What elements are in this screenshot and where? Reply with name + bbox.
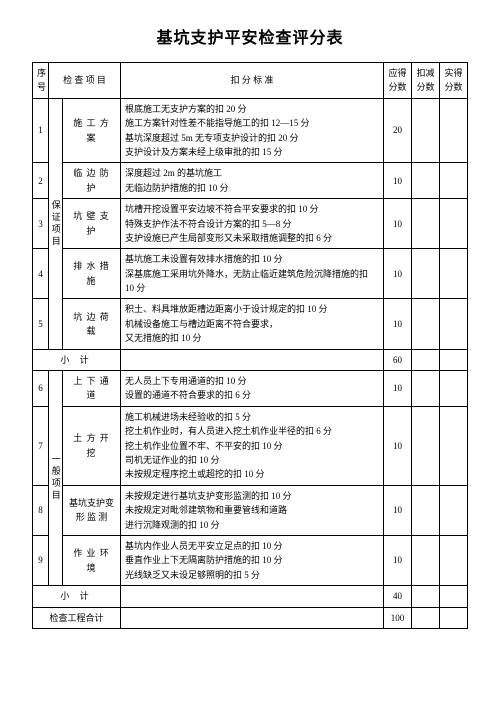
total-row: 检查工程合计 100 (33, 607, 468, 628)
actual-cell (440, 98, 468, 163)
item-cell: 上 下 通 道 (63, 371, 121, 407)
score-cell: 20 (384, 98, 412, 163)
seq-cell: 2 (33, 163, 49, 199)
score-cell: 10 (384, 371, 412, 407)
item-cell: 临 边 防 护 (63, 163, 121, 199)
header-row: 序号 检 查 项 目 扣 分 标 准 应得分数 扣减分数 实得分数 (33, 63, 468, 99)
subtotal-score: 60 (384, 349, 412, 370)
vcat-general: 一般项目 (49, 371, 63, 586)
score-cell: 10 (384, 535, 412, 585)
score-cell: 10 (384, 485, 412, 535)
total-label: 检查工程合计 (33, 607, 121, 628)
score-cell: 10 (384, 199, 412, 249)
hdr-seq: 序号 (33, 63, 49, 99)
seq-cell: 1 (33, 98, 49, 163)
vcat-guarantee: 保证项目 (49, 98, 63, 349)
table-row: 3 坑 壁 支 护 坑槽开挖设置平安边坡不符合平安要求的扣 10 分 特殊支护作… (33, 199, 468, 249)
score-cell: 10 (384, 249, 412, 299)
seq-cell: 7 (33, 406, 49, 485)
table-row: 6 一般项目 上 下 通 道 无人员上下专用通道的扣 10 分 设置的通道不符合… (33, 371, 468, 407)
hdr-standard: 扣 分 标 准 (121, 63, 384, 99)
std-cell: 深度超过 2m 的基坑施工 无临边防护措施的扣 10 分 (121, 163, 384, 199)
total-score: 100 (384, 607, 412, 628)
subtotal-label: 小 计 (33, 586, 121, 607)
page-title: 基坑支护平安检查评分表 (32, 24, 468, 48)
std-cell: 积土、料具堆放距槽边距离小于设计规定的扣 10 分 机械设备施工与槽边距离不符合… (121, 299, 384, 349)
item-cell: 坑 壁 支 护 (63, 199, 121, 249)
seq-cell: 6 (33, 371, 49, 407)
table-row: 2 临 边 防 护 深度超过 2m 的基坑施工 无临边防护措施的扣 10 分 1… (33, 163, 468, 199)
std-cell: 基坑施工未设置有效排水措施的扣 10 分 深基底施工采用坑外降水，无防止临近建筑… (121, 249, 384, 299)
table-row: 8 基坑支护变形 监 测 未按规定进行基坑支护变形监测的扣 10 分 未按规定对… (33, 485, 468, 535)
deduct-cell (412, 98, 440, 163)
std-cell: 未按规定进行基坑支护变形监测的扣 10 分 未按规定对毗邻建筑物和重要管线和道路… (121, 485, 384, 535)
item-cell: 基坑支护变形 监 测 (63, 485, 121, 535)
item-cell: 作 业 环 境 (63, 535, 121, 585)
seq-cell: 9 (33, 535, 49, 585)
table-row: 5 坑 边 荷 载 积土、料具堆放距槽边距离小于设计规定的扣 10 分 机械设备… (33, 299, 468, 349)
table-row: 1 保证项目 施 工 方 案 根底施工无支护方案的扣 20 分 施工方案针对性差… (33, 98, 468, 163)
item-cell: 坑 边 荷 载 (63, 299, 121, 349)
table-row: 4 排 水 措 施 基坑施工未设置有效排水措施的扣 10 分 深基底施工采用坑外… (33, 249, 468, 299)
score-cell: 10 (384, 299, 412, 349)
score-table: 序号 检 查 项 目 扣 分 标 准 应得分数 扣减分数 实得分数 1 保证项目… (32, 62, 468, 629)
hdr-should: 应得分数 (384, 63, 412, 99)
std-cell: 施工机械进场未经验收的扣 5 分 挖土机作业时，有人员进入挖土机作业半径的扣 6… (121, 406, 384, 485)
seq-cell: 3 (33, 199, 49, 249)
hdr-item: 检 查 项 目 (49, 63, 121, 99)
score-cell: 10 (384, 406, 412, 485)
std-cell: 基坑内作业人员无平安立足点的扣 10 分 垂直作业上下无隔离防护措施的扣 10 … (121, 535, 384, 585)
item-cell: 土 方 开 挖 (63, 406, 121, 485)
table-row: 9 作 业 环 境 基坑内作业人员无平安立足点的扣 10 分 垂直作业上下无隔离… (33, 535, 468, 585)
std-cell: 坑槽开挖设置平安边坡不符合平安要求的扣 10 分 特殊支护作法不符合设计方案的扣… (121, 199, 384, 249)
seq-cell: 5 (33, 299, 49, 349)
subtotal-score: 40 (384, 586, 412, 607)
subtotal-label: 小 计 (33, 349, 121, 370)
subtotal-row: 小 计 60 (33, 349, 468, 370)
std-cell: 根底施工无支护方案的扣 20 分 施工方案针对性差不能指导施工的扣 12—15 … (121, 98, 384, 163)
subtotal-row: 小 计 40 (33, 586, 468, 607)
item-cell: 排 水 措 施 (63, 249, 121, 299)
std-cell: 无人员上下专用通道的扣 10 分 设置的通道不符合要求的扣 6 分 (121, 371, 384, 407)
score-cell: 10 (384, 163, 412, 199)
table-row: 7 土 方 开 挖 施工机械进场未经验收的扣 5 分 挖土机作业时，有人员进入挖… (33, 406, 468, 485)
seq-cell: 8 (33, 485, 49, 535)
hdr-deduct: 扣减分数 (412, 63, 440, 99)
hdr-actual: 实得分数 (440, 63, 468, 99)
seq-cell: 4 (33, 249, 49, 299)
item-cell: 施 工 方 案 (63, 98, 121, 163)
